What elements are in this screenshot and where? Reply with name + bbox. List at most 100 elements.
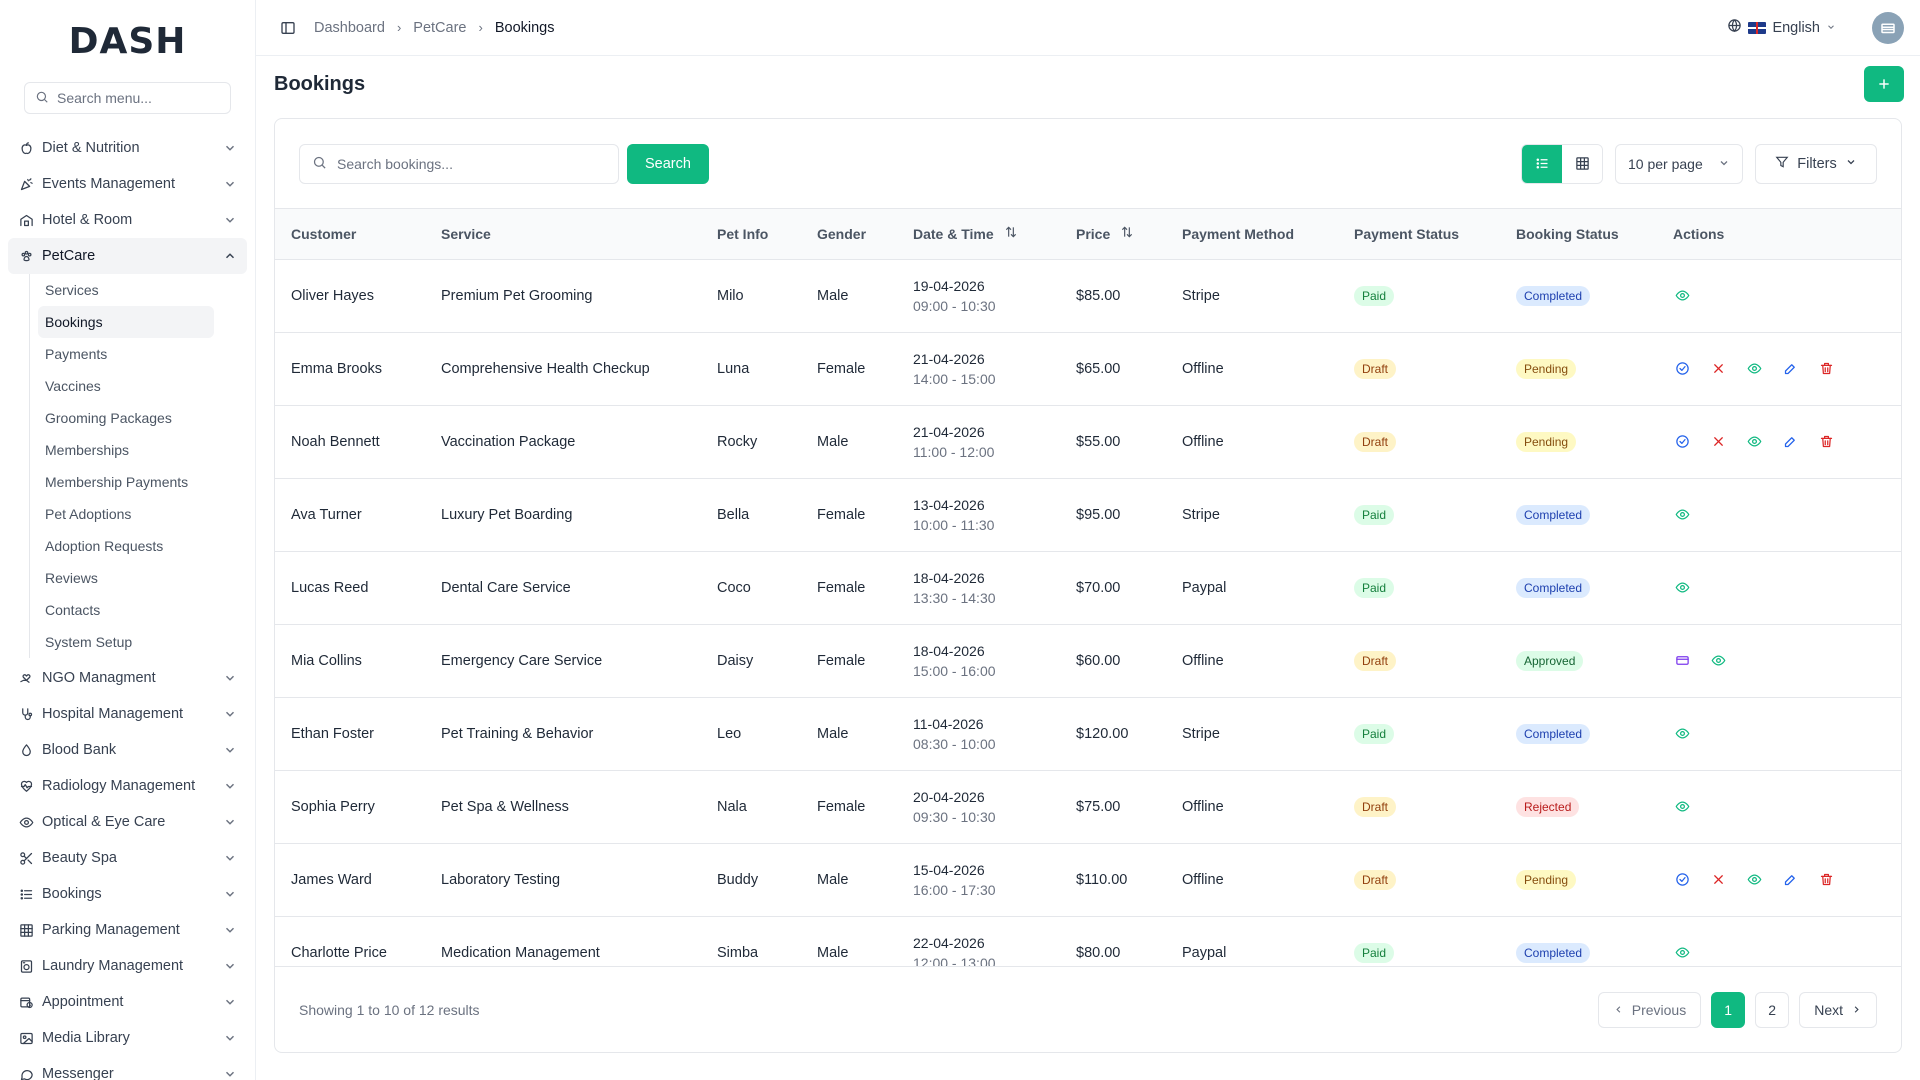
sidebar-item-label: Parking Management [42,922,180,938]
page-button-2[interactable]: 2 [1755,991,1790,1028]
sidebar-subitem-memberships[interactable]: Memberships [45,442,130,458]
sidebar-subitem-bookings[interactable]: Bookings [38,306,214,338]
view-icon[interactable] [1745,360,1763,378]
next-page-button[interactable]: Next [1799,991,1877,1028]
view-icon[interactable] [1673,506,1691,524]
cell-service: Emergency Care Service [425,624,701,698]
view-icon[interactable] [1745,433,1763,451]
edit-icon[interactable] [1781,433,1799,451]
approve-icon[interactable] [1673,433,1691,451]
view-icon[interactable] [1745,871,1763,889]
sidebar-item-messenger[interactable]: Messenger [8,1056,247,1080]
chevron-down-icon [1718,156,1730,172]
page-button-1[interactable]: 1 [1711,991,1746,1028]
previous-page-button[interactable]: Previous [1597,991,1702,1028]
sidebar-item-optical-and-eye-care[interactable]: Optical & Eye Care [8,804,247,840]
sidebar-subitem-reviews[interactable]: Reviews [45,570,98,586]
column-header-price[interactable]: Price [1060,209,1166,260]
view-icon[interactable] [1673,287,1691,305]
language-selector[interactable]: English [1727,18,1836,37]
sidebar-subitem-contacts[interactable]: Contacts [45,602,101,618]
delete-icon[interactable] [1817,360,1835,378]
view-icon[interactable] [1673,725,1691,743]
cell-payment-method: Stripe [1166,478,1338,552]
filters-button[interactable]: Filters [1755,143,1877,184]
sidebar-item-blood-bank[interactable]: Blood Bank [8,732,247,768]
sidebar-item-laundry-management[interactable]: Laundry Management [8,948,247,984]
cell-payment-method: Paypal [1166,551,1338,625]
sidebar-item-media-library[interactable]: Media Library [8,1020,247,1056]
sidebar-item-beauty-spa[interactable]: Beauty Spa [8,840,247,876]
reject-icon[interactable] [1709,433,1727,451]
avatar[interactable] [1872,11,1904,44]
breadcrumb-dashboard[interactable]: Dashboard [314,19,385,36]
column-header-booking-status: Booking Status [1500,209,1657,260]
delete-icon[interactable] [1817,871,1835,889]
sidebar-item-hospital-management[interactable]: Hospital Management [8,696,247,732]
bookings-search-input[interactable] [337,155,606,172]
edit-icon[interactable] [1781,360,1799,378]
payment-status-badge: Draft [1354,358,1397,379]
sidebar-subitem-pet-adoptions[interactable]: Pet Adoptions [45,506,132,522]
sidebar-item-bookings[interactable]: Bookings [8,876,247,912]
payment-card-icon[interactable] [1673,652,1691,670]
sidebar-item-appointment[interactable]: Appointment [8,984,247,1020]
cell-service: Laboratory Testing [425,843,701,917]
cell-date-time: 13-04-2026 10:00 - 11:30 [897,478,1060,552]
search-button[interactable]: Search [627,143,709,184]
delete-icon[interactable] [1817,433,1835,451]
cell-actions [1657,405,1901,479]
sidebar-item-label: Laundry Management [42,958,184,974]
chevron-down-icon [223,887,237,901]
search-icon [312,155,327,173]
approve-icon[interactable] [1673,360,1691,378]
hand-heart-icon [18,670,34,686]
cell-service: Premium Pet Grooming [425,259,701,333]
per-page-select[interactable]: 10 per page [1615,143,1743,184]
list-view-icon[interactable] [1522,144,1562,183]
sidebar-search-input[interactable] [57,90,220,106]
grid-icon [18,922,34,938]
sidebar-subitem-vaccines[interactable]: Vaccines [45,378,101,394]
sidebar-subitem-membership-payments[interactable]: Membership Payments [45,474,189,490]
sidebar-subitem-adoption-requests[interactable]: Adoption Requests [45,538,164,554]
view-icon[interactable] [1673,798,1691,816]
booking-time: 10:00 - 11:30 [913,516,995,533]
chevron-down-icon [223,995,237,1009]
chevron-up-icon [223,249,237,263]
cell-payment-method: Stripe [1166,259,1338,333]
reject-icon[interactable] [1709,871,1727,889]
logo[interactable]: DASH [0,0,255,82]
sidebar-item-hotel-and-room[interactable]: Hotel & Room [8,202,247,238]
reject-icon[interactable] [1709,360,1727,378]
approve-icon[interactable] [1673,871,1691,889]
column-header-pet-info: Pet Info [701,209,801,260]
view-icon[interactable] [1673,579,1691,597]
cell-payment-status: Paid [1338,916,1500,966]
edit-icon[interactable] [1781,871,1799,889]
view-icon[interactable] [1673,944,1691,962]
sidebar-item-parking-management[interactable]: Parking Management [8,912,247,948]
grid-view-icon[interactable] [1562,144,1602,183]
sidebar-subitem-grooming-packages[interactable]: Grooming Packages [45,410,172,426]
sidebar-subitem-services[interactable]: Services [45,282,99,298]
sidebar-toggle-icon[interactable] [274,14,302,42]
bookings-search[interactable] [299,143,619,184]
sidebar-item-diet-and-nutrition[interactable]: Diet & Nutrition [8,130,247,166]
add-booking-button[interactable] [1864,66,1904,102]
hotel-icon [18,212,34,228]
sidebar-item-ngo-managment[interactable]: NGO Managment [8,660,247,696]
sidebar-item-petcare[interactable]: PetCare [8,238,247,274]
sidebar-subitem-payments[interactable]: Payments [45,346,108,362]
breadcrumb-petcare[interactable]: PetCare [413,19,467,36]
sidebar-search[interactable] [24,82,231,114]
view-icon[interactable] [1709,652,1727,670]
sidebar-item-label: Blood Bank [42,742,117,758]
sidebar-item-events-management[interactable]: Events Management [8,166,247,202]
sidebar-subitem-system-setup[interactable]: System Setup [45,634,133,650]
cell-price: $85.00 [1060,259,1166,333]
column-header-date-time[interactable]: Date & Time [897,209,1060,260]
cell-price: $65.00 [1060,332,1166,406]
sidebar-item-radiology-management[interactable]: Radiology Management [8,768,247,804]
cell-date-time: 18-04-2026 15:00 - 16:00 [897,624,1060,698]
